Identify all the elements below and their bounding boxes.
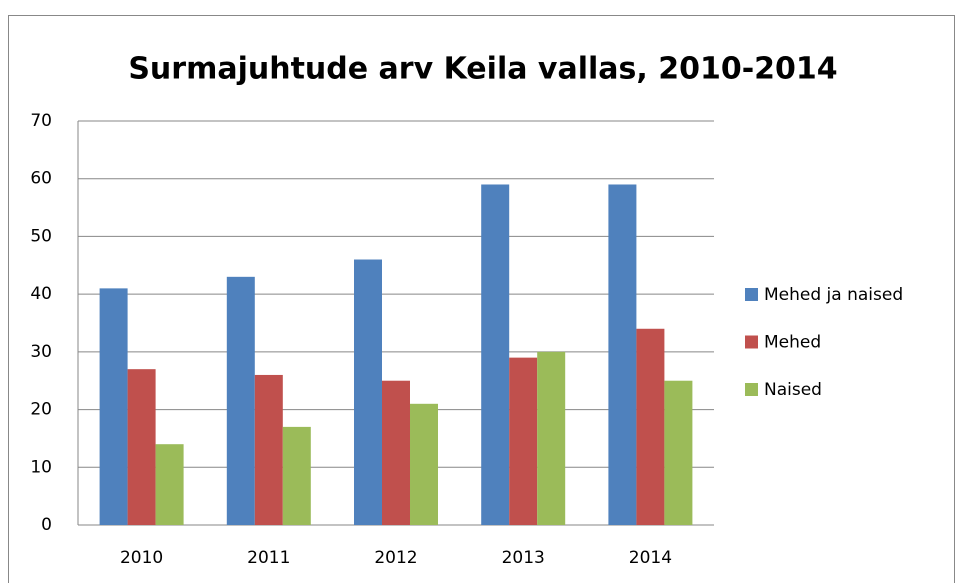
legend-label: Mehed <box>764 333 821 353</box>
legend-swatch <box>745 288 758 301</box>
legend-label: Naised <box>764 380 822 400</box>
bar <box>382 380 410 525</box>
x-tick-label: 2010 <box>120 548 163 568</box>
bar <box>537 351 566 525</box>
chart-title: Surmajuhtude arv Keila vallas, 2010-2014 <box>128 52 837 87</box>
legend-swatch <box>745 335 758 349</box>
x-tick-label: 2013 <box>502 548 545 568</box>
x-tick-label: 2014 <box>629 548 672 568</box>
bar <box>282 426 311 525</box>
bar <box>636 328 665 525</box>
y-tick-label: 70 <box>30 111 52 131</box>
legend-swatch <box>745 383 758 396</box>
bar <box>155 444 184 525</box>
bar <box>99 288 128 525</box>
bar <box>226 276 255 525</box>
x-tick-label: 2011 <box>247 548 290 568</box>
bar <box>354 259 382 525</box>
x-tick-label: 2012 <box>374 548 417 568</box>
y-tick-label: 40 <box>30 284 52 304</box>
bar <box>664 380 693 525</box>
y-tick-label: 10 <box>30 457 52 477</box>
y-tick-label: 50 <box>30 226 52 246</box>
bar <box>254 374 283 525</box>
bar <box>608 184 637 525</box>
y-tick-label: 30 <box>30 342 52 362</box>
legend-label: Mehed ja naised <box>764 285 903 305</box>
y-tick-label: 0 <box>41 515 52 535</box>
y-tick-label: 60 <box>30 169 52 189</box>
y-tick-label: 20 <box>30 400 52 420</box>
bar <box>410 403 438 525</box>
bar <box>509 357 538 525</box>
bar <box>127 369 156 525</box>
bar <box>481 184 510 525</box>
